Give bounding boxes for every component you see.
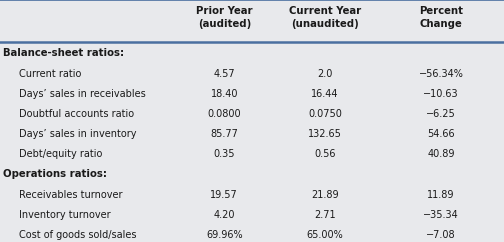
Text: Debt/equity ratio: Debt/equity ratio <box>19 149 102 159</box>
Text: 0.0800: 0.0800 <box>208 109 241 119</box>
Text: Percent
Change: Percent Change <box>419 6 463 29</box>
Text: Receivables turnover: Receivables turnover <box>19 190 122 200</box>
Text: 54.66: 54.66 <box>427 129 455 139</box>
Text: 0.35: 0.35 <box>214 149 235 159</box>
Text: 69.96%: 69.96% <box>206 230 242 240</box>
Text: −10.63: −10.63 <box>423 89 459 99</box>
Text: 0.0750: 0.0750 <box>308 109 342 119</box>
Text: −6.25: −6.25 <box>426 109 456 119</box>
Text: 19.57: 19.57 <box>210 190 238 200</box>
Text: Balance-sheet ratios:: Balance-sheet ratios: <box>3 48 123 58</box>
Text: Cost of goods sold/sales: Cost of goods sold/sales <box>19 230 137 240</box>
Text: 18.40: 18.40 <box>211 89 238 99</box>
Text: 0.56: 0.56 <box>314 149 336 159</box>
Text: Prior Year
(audited): Prior Year (audited) <box>196 6 253 29</box>
Text: −56.34%: −56.34% <box>418 69 464 79</box>
Text: Days’ sales in inventory: Days’ sales in inventory <box>19 129 137 139</box>
Text: Inventory turnover: Inventory turnover <box>19 210 111 220</box>
Text: Current Year
(unaudited): Current Year (unaudited) <box>289 6 361 29</box>
Text: 11.89: 11.89 <box>427 190 455 200</box>
Text: 4.57: 4.57 <box>214 69 235 79</box>
Text: Doubtful accounts ratio: Doubtful accounts ratio <box>19 109 134 119</box>
Text: 2.0: 2.0 <box>318 69 333 79</box>
Text: −35.34: −35.34 <box>423 210 459 220</box>
Text: −7.08: −7.08 <box>426 230 456 240</box>
Text: 2.71: 2.71 <box>314 210 336 220</box>
Text: 65.00%: 65.00% <box>307 230 343 240</box>
Text: 85.77: 85.77 <box>210 129 238 139</box>
Text: 40.89: 40.89 <box>427 149 455 159</box>
Text: Operations ratios:: Operations ratios: <box>3 169 106 179</box>
Text: 21.89: 21.89 <box>311 190 339 200</box>
Text: Current ratio: Current ratio <box>19 69 82 79</box>
Text: 132.65: 132.65 <box>308 129 342 139</box>
Text: Days’ sales in receivables: Days’ sales in receivables <box>19 89 146 99</box>
Text: 4.20: 4.20 <box>214 210 235 220</box>
Text: 16.44: 16.44 <box>311 89 339 99</box>
